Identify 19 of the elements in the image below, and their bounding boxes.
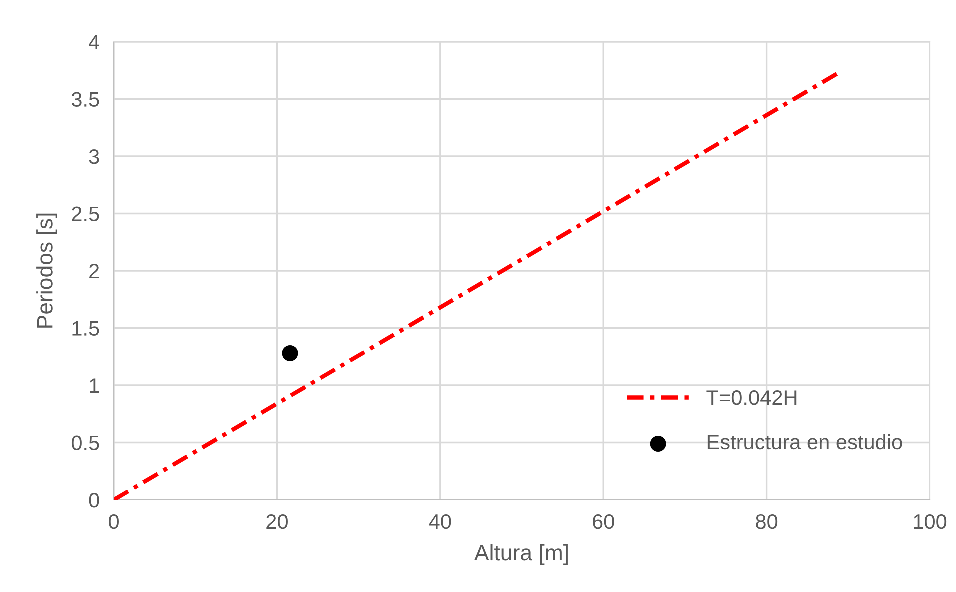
x-tick-label: 0 [109, 514, 119, 530]
y-tick-label: 1 [90, 378, 100, 394]
legend-label: Estructura en estudio [708, 434, 902, 450]
x-tick-label: 20 [266, 514, 288, 530]
y-axis-title: Periodos [s] [36, 214, 58, 328]
x-axis-title: Altura [m] [474, 544, 568, 566]
legend-label: T=0.042H [706, 390, 797, 406]
y-tick-label: 1.5 [72, 321, 100, 336]
y-tick-label: 3 [89, 150, 100, 164]
y-tick-label: 2 [90, 264, 100, 279]
x-tick-label: 100 [914, 514, 947, 530]
x-tick-label: 80 [756, 514, 778, 530]
y-tick-label: 2.5 [72, 206, 100, 222]
y-tick-label: 0.5 [72, 436, 100, 451]
y-tick-label: 4 [89, 35, 100, 50]
y-tick-label: 3.5 [72, 92, 100, 108]
y-tick-label: 0 [89, 493, 100, 508]
x-tick-label: 60 [593, 514, 614, 530]
x-tick-label: 40 [429, 514, 452, 530]
